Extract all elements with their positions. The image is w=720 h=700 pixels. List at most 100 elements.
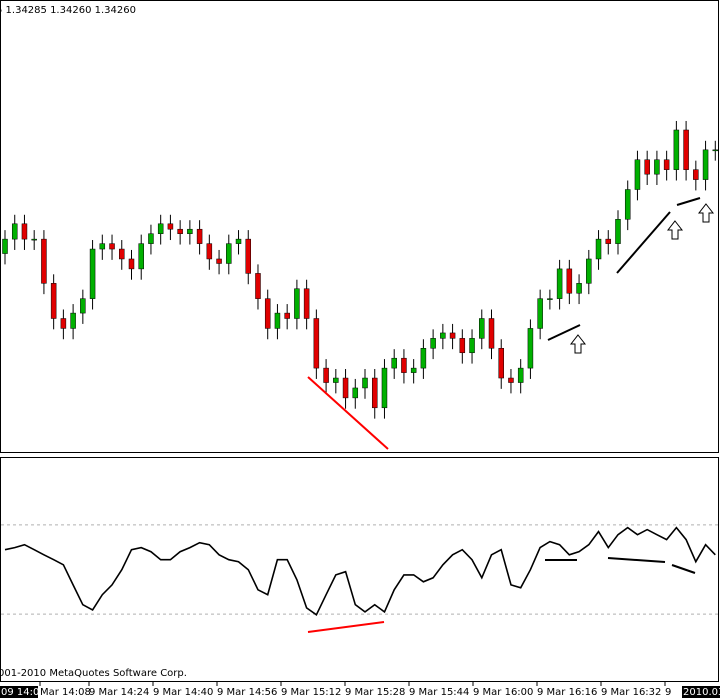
candle-body (128, 258, 135, 270)
candle-body (566, 268, 573, 294)
candle-body (479, 318, 485, 339)
candle-body (70, 312, 76, 329)
candle-body (683, 129, 689, 170)
candle-body (313, 318, 320, 369)
plot-layer (1, 120, 719, 616)
trend-line (307, 376, 389, 450)
candle-body (605, 238, 612, 244)
candle-body (119, 248, 125, 260)
candle-body (547, 298, 553, 300)
time-label: 9 Mar 16:00 (473, 687, 533, 698)
candle-body (21, 223, 28, 240)
candle-body (99, 243, 106, 250)
candle-body (459, 338, 466, 354)
time-label: 9 (665, 687, 671, 698)
candle-body (274, 312, 281, 329)
candle-body (449, 332, 456, 339)
trend-line (607, 557, 666, 563)
copyright: 001-2010 MetaQuotes Software Corp. (0, 668, 187, 679)
candle-body (342, 377, 349, 399)
up-arrow (666, 220, 684, 240)
candle-body (371, 377, 378, 409)
time-label: 9 Mar 16:32 (601, 687, 661, 698)
candle-body (235, 238, 242, 244)
candle-body (576, 283, 582, 294)
candle-body (2, 238, 8, 254)
candle-body (586, 258, 592, 284)
time-label: 09 14:00 (1, 687, 46, 698)
candle-body (362, 377, 368, 389)
candle-body (148, 233, 154, 244)
candle-body (401, 357, 407, 373)
indicator-panel (0, 457, 719, 682)
trend-line (547, 324, 581, 341)
candle-body (527, 328, 534, 369)
candle-body (196, 228, 203, 244)
candle-body (31, 238, 37, 241)
candle-body (469, 338, 475, 354)
candle-body (333, 377, 339, 383)
candle-body (381, 367, 388, 409)
candle-body (693, 169, 699, 180)
candle-body (615, 219, 621, 244)
candle-body (537, 298, 543, 329)
candle-body (284, 312, 290, 319)
candle-body (323, 367, 329, 383)
candle-body (206, 243, 213, 260)
candle-body (420, 348, 427, 369)
candle-body (294, 288, 300, 319)
time-label: 9 Mar 14:40 (153, 687, 213, 698)
candle-body (391, 357, 397, 369)
candle-body (702, 149, 709, 180)
candle-body (187, 228, 193, 234)
header-text: 5 1.34285 1.34260 1.34260 (0, 5, 136, 16)
candle-body (245, 238, 251, 274)
candle-body (138, 243, 144, 270)
indicator-line (4, 526, 716, 616)
candle-body (440, 332, 446, 339)
main-panel (0, 0, 719, 453)
candle-body (712, 149, 719, 152)
candle-body (654, 159, 660, 175)
candle-body (255, 273, 261, 299)
candle-body (303, 288, 310, 319)
time-label: Mar 14:08 (40, 687, 91, 698)
candle-body (595, 238, 602, 260)
candle-body (109, 243, 115, 250)
candle-body (50, 283, 57, 319)
time-label: 9 Mar 14:24 (89, 687, 149, 698)
time-highlight (0, 686, 38, 698)
time-label: 9 Mar 15:12 (281, 687, 341, 698)
up-arrow (697, 203, 715, 223)
candle-body (177, 228, 183, 234)
candle-body (644, 159, 650, 175)
trend-line (676, 197, 701, 206)
time-label: 2010.03 (683, 687, 720, 698)
candle-body (430, 338, 436, 349)
time-highlight (682, 686, 720, 698)
candle-body (508, 377, 514, 383)
candle-body (60, 318, 67, 329)
time-label: 9 Mar 15:44 (409, 687, 469, 698)
candle-body (673, 129, 680, 170)
time-label: 9 Mar 14:56 (217, 687, 277, 698)
candle-body (663, 159, 670, 170)
candle-body (11, 223, 18, 240)
candle-body (517, 367, 524, 383)
trend-line (671, 564, 696, 574)
candle-body (226, 243, 232, 264)
candle-body (41, 238, 47, 284)
trend-line (616, 211, 671, 274)
time-label: 9 Mar 15:28 (345, 687, 405, 698)
candle-body (167, 223, 174, 230)
time-label: 9 Mar 16:16 (537, 687, 597, 698)
candle-body (157, 223, 164, 234)
up-arrow (569, 334, 587, 354)
candle-body (410, 367, 417, 373)
candle-body (634, 159, 641, 190)
trend-line (307, 621, 385, 633)
candle-body (216, 258, 222, 264)
candle-body (352, 387, 359, 399)
candle-body (80, 298, 86, 314)
